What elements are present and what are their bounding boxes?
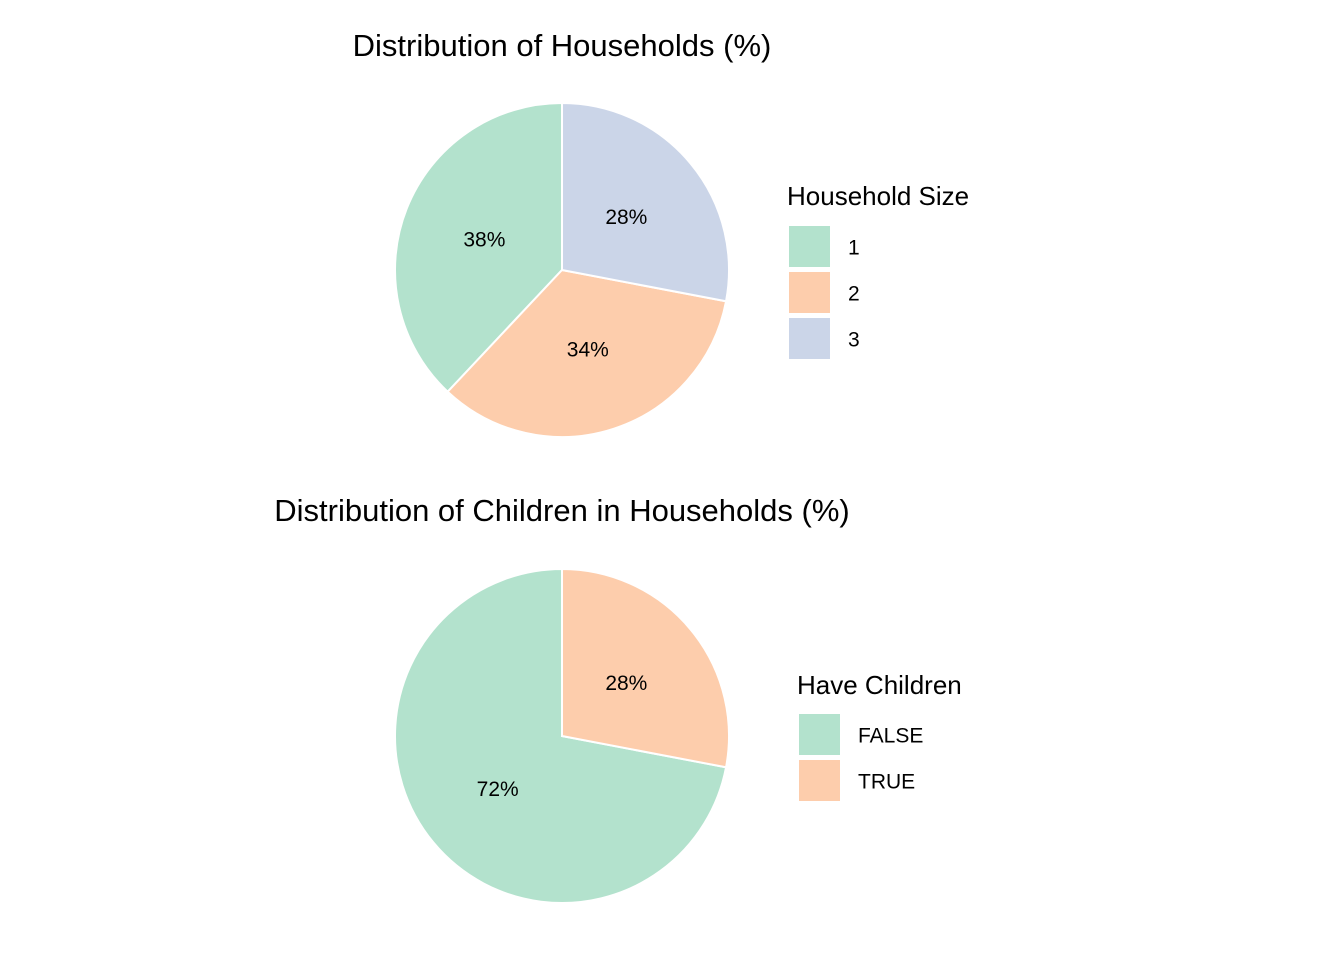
pie-slices (394, 567, 730, 904)
pie-slice-3 (561, 101, 730, 303)
legend-label-2: 2 (848, 283, 860, 306)
legend-swatch-2 (789, 272, 830, 313)
legend-title: Have Children (797, 670, 962, 700)
legend-swatch-3 (789, 318, 830, 359)
slice-label-2: 34% (567, 338, 609, 361)
pie-chart-have-children: Distribution of Children in Households (… (274, 493, 962, 904)
legend-swatch-1 (789, 226, 830, 267)
legend-label-1: 1 (848, 237, 860, 260)
pie-slice-1 (394, 101, 563, 394)
legend-title: Household Size (787, 181, 969, 211)
pie-slice-2 (446, 268, 728, 438)
slice-label-3: 28% (605, 206, 647, 229)
slice-label-false: 72% (477, 778, 519, 801)
pie-slice-true (561, 567, 730, 769)
legend-label-true: TRUE (858, 771, 915, 794)
pie-chart-household-size: Distribution of Households (%) 38% 34% 28%… (353, 28, 969, 438)
legend: Household Size 1 2 3 (787, 181, 969, 359)
chart-title: Distribution of Households (%) (353, 28, 772, 63)
legend-swatch-false (799, 714, 840, 755)
legend-items: 1 2 3 (789, 226, 860, 359)
legend-items: FALSE TRUE (799, 714, 923, 801)
legend-label-3: 3 (848, 329, 860, 352)
pie-slice-labels: 38% 34% 28% (463, 206, 647, 362)
slice-label-1: 38% (463, 228, 505, 251)
pie-slices (394, 101, 730, 438)
slice-label-true: 28% (605, 672, 647, 695)
legend: Have Children FALSE TRUE (797, 670, 962, 801)
chart-title: Distribution of Children in Households (… (274, 493, 849, 528)
pie-slice-labels: 72% 28% (477, 672, 648, 801)
legend-label-false: FALSE (858, 725, 923, 748)
legend-swatch-true (799, 760, 840, 801)
pie-slice-false (394, 567, 728, 904)
